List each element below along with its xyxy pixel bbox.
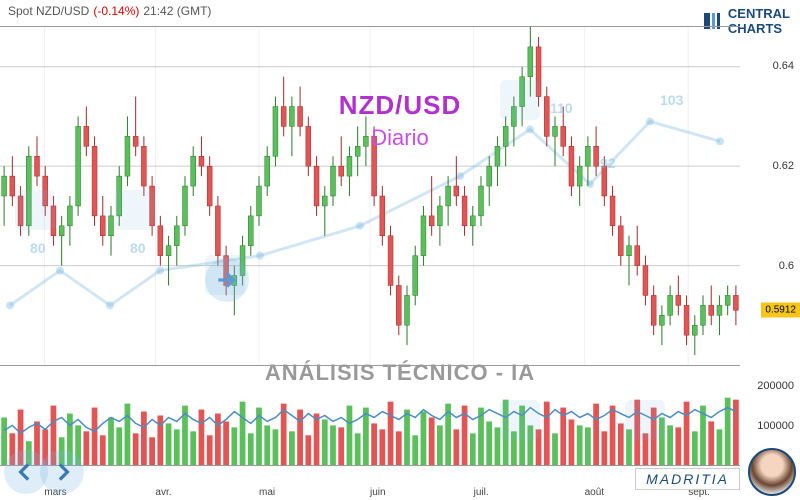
forward-arrow-icon — [205, 258, 249, 302]
current-price-tag: 0.5912 — [761, 303, 800, 318]
watermark-icon — [500, 400, 540, 440]
month-label: juin — [370, 487, 386, 498]
month-label: juil. — [474, 487, 489, 498]
watermark-number: 110 — [550, 100, 573, 116]
month-label: avr. — [155, 487, 171, 498]
vol-ytick: 200000 — [757, 380, 794, 392]
avatar-icon[interactable] — [748, 448, 796, 496]
time-label: 21:42 — [143, 4, 173, 18]
watermark-number: 92 — [600, 155, 616, 171]
price-chart[interactable] — [0, 26, 740, 366]
brand-tag: MADRITIA — [635, 468, 740, 490]
watermark-number: 103 — [660, 92, 683, 108]
price-y-axis: 0.6 0.62 0.64 0.5912 — [740, 26, 800, 366]
tz-label: (GMT) — [177, 4, 212, 18]
price-ytick: 0.6 — [779, 260, 794, 272]
watermark-icon — [115, 190, 155, 230]
vol-ytick: 100000 — [757, 420, 794, 432]
x-axis: marsavr.maijuinjuil.aoûtsept. — [0, 480, 740, 500]
chart-title: NZD/USD — [339, 90, 462, 121]
watermark-icon — [625, 400, 665, 440]
header: Spot NZD/USD (-0.14%) 21:42 (GMT) — [0, 0, 800, 22]
next-arrow-icon[interactable] — [40, 450, 84, 494]
month-label: août — [585, 487, 604, 498]
price-ytick: 0.62 — [773, 160, 794, 172]
price-ytick: 0.64 — [773, 60, 794, 72]
watermark-number: 80 — [30, 240, 46, 256]
watermark-icon — [500, 80, 540, 120]
watermark-icon — [15, 190, 55, 230]
instrument-label: Spot NZD/USD — [8, 4, 89, 18]
logo-line1: CENTRAL — [728, 6, 790, 21]
month-label: mai — [259, 487, 275, 498]
change-pct: (-0.14%) — [93, 4, 139, 18]
watermark-number: 80 — [130, 240, 146, 256]
candlestick-svg — [0, 27, 740, 365]
chart-subtitle: Diario — [371, 125, 428, 151]
